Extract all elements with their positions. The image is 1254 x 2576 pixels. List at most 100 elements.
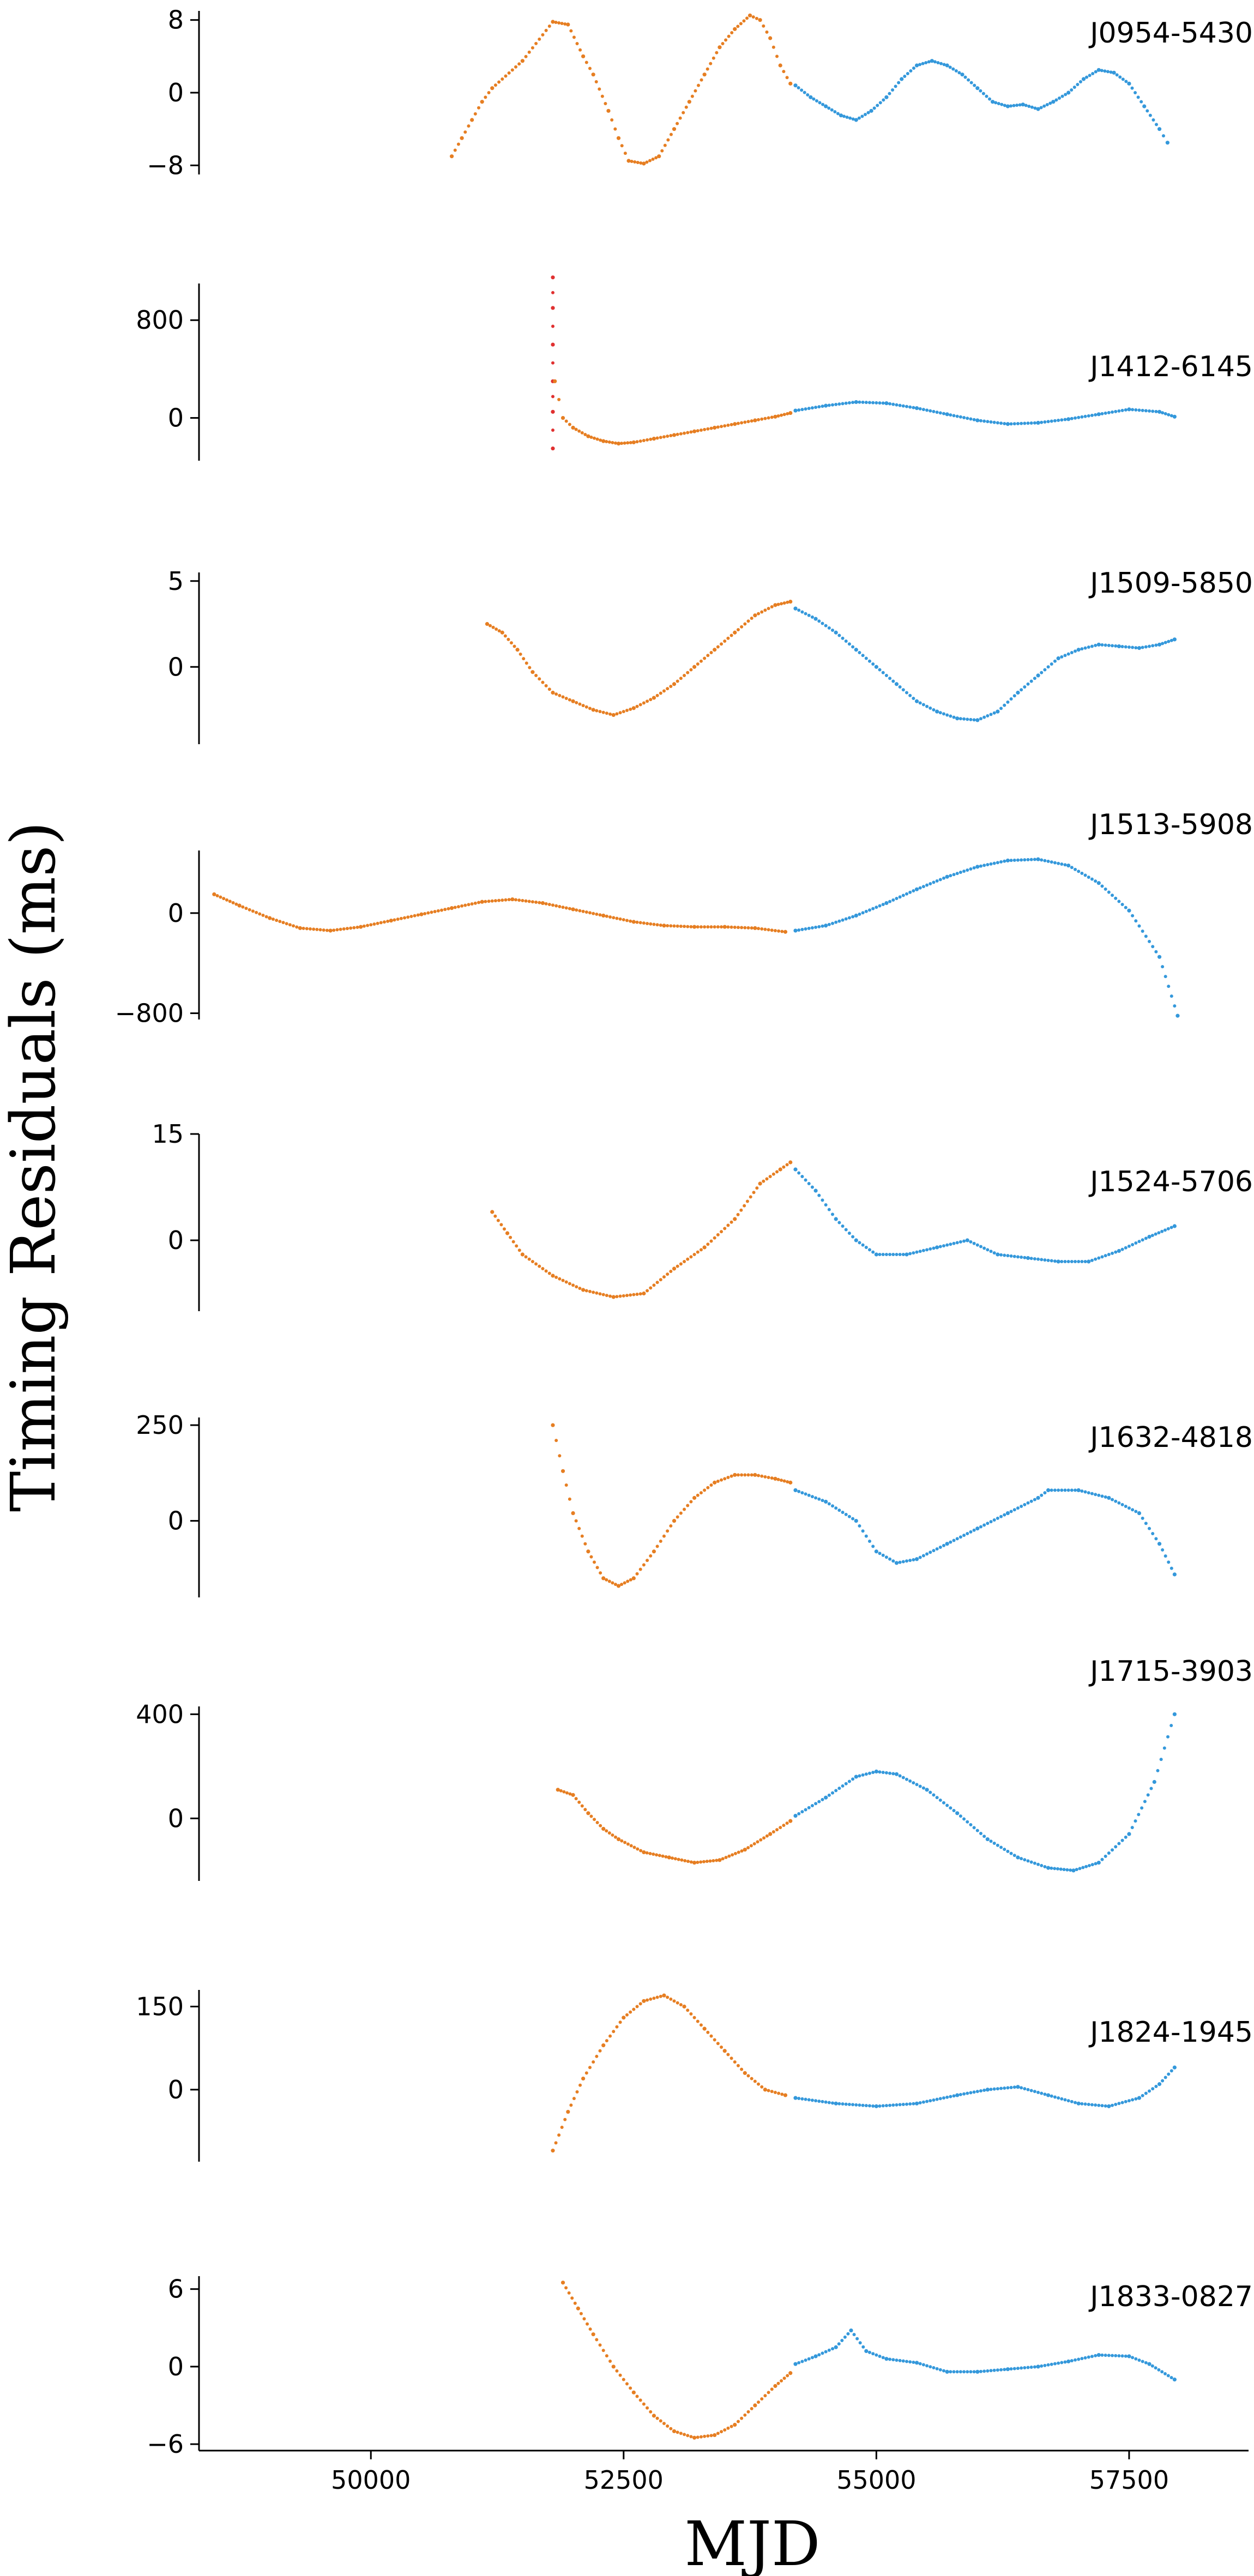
data-point	[733, 1851, 737, 1855]
data-point	[571, 699, 575, 703]
data-point	[1094, 2103, 1098, 2107]
data-point	[999, 1253, 1003, 1257]
data-point	[874, 1252, 878, 1257]
data-point	[1167, 985, 1171, 988]
data-point	[972, 418, 976, 421]
data-point	[1087, 875, 1090, 879]
data-point	[595, 1291, 599, 1295]
y-tick-label: 800	[136, 305, 184, 335]
data-point	[646, 1289, 649, 1293]
data-point	[625, 919, 629, 922]
data-point	[975, 865, 980, 869]
data-point	[868, 2104, 871, 2108]
data-point	[591, 708, 595, 712]
data-point	[1083, 1490, 1087, 1494]
series-blue	[793, 400, 1177, 426]
data-point	[318, 928, 322, 932]
data-point	[858, 912, 861, 916]
data-point	[1134, 919, 1138, 923]
data-point	[866, 111, 870, 114]
data-point	[718, 45, 722, 50]
data-point	[979, 1831, 982, 1835]
data-point	[763, 2088, 767, 2092]
data-point	[362, 924, 366, 928]
data-point	[1077, 1260, 1081, 1263]
data-point	[713, 925, 716, 929]
data-point	[222, 897, 226, 901]
data-point	[814, 1496, 818, 1500]
data-point	[925, 1788, 929, 1792]
data-point	[571, 1283, 575, 1287]
data-point	[793, 2362, 798, 2366]
data-point	[986, 1522, 990, 1525]
data-point	[659, 924, 662, 927]
data-point	[812, 97, 816, 101]
data-point	[228, 900, 232, 903]
data-point	[642, 1291, 646, 1296]
data-point	[817, 1800, 821, 1803]
data-point	[477, 901, 481, 904]
data-point	[918, 701, 922, 705]
data-point	[631, 2390, 636, 2394]
data-point	[757, 1474, 761, 1477]
data-point	[490, 86, 495, 91]
data-point	[1046, 2093, 1051, 2097]
data-point	[554, 904, 558, 908]
data-point	[655, 1281, 659, 1284]
data-point	[1080, 1260, 1084, 1263]
series-orange	[212, 892, 788, 934]
data-point	[495, 627, 498, 631]
data-point	[1096, 642, 1101, 647]
data-point	[551, 395, 554, 399]
data-point	[840, 2339, 844, 2343]
data-point	[837, 2342, 841, 2346]
data-point	[894, 1561, 899, 1565]
data-point	[1144, 1236, 1148, 1240]
data-point	[623, 1841, 627, 1844]
data-point	[676, 2001, 679, 2005]
data-point	[1117, 2354, 1121, 2358]
data-point	[861, 1773, 865, 1777]
data-point	[716, 645, 720, 649]
data-point	[975, 1243, 979, 1247]
data-point	[1051, 100, 1056, 104]
data-point	[881, 2104, 885, 2108]
data-point	[1107, 890, 1111, 894]
data-point	[569, 29, 573, 33]
data-point	[520, 1252, 524, 1257]
data-point	[1127, 407, 1131, 412]
data-point	[565, 1791, 569, 1795]
data-point	[629, 2386, 632, 2390]
data-point	[975, 2369, 980, 2374]
data-point	[1109, 70, 1113, 74]
data-point	[1104, 887, 1107, 891]
data-point	[244, 907, 248, 910]
data-point	[960, 73, 964, 77]
data-point	[608, 2360, 612, 2363]
data-point	[1134, 1241, 1138, 1245]
data-point	[749, 1195, 752, 1199]
data-point	[881, 2356, 885, 2360]
data-point	[834, 630, 838, 635]
data-point	[807, 1493, 811, 1497]
data-point	[663, 143, 667, 147]
data-point	[664, 1855, 668, 1859]
data-point	[1114, 1845, 1118, 1849]
data-point	[939, 62, 943, 65]
data-point	[760, 610, 764, 614]
data-point	[1057, 2096, 1060, 2100]
data-point	[419, 912, 424, 916]
data-point	[679, 1262, 683, 1266]
data-point	[982, 2369, 986, 2373]
data-point	[938, 711, 942, 715]
data-point	[598, 710, 602, 714]
data-point	[932, 1246, 936, 1250]
data-point	[788, 1160, 793, 1165]
data-point	[1107, 2354, 1111, 2357]
data-point	[1063, 1260, 1067, 1263]
x-axis-title: MJD	[684, 2509, 820, 2576]
data-point	[1096, 412, 1101, 417]
data-point	[598, 913, 602, 917]
data-point	[511, 1240, 515, 1244]
data-point	[788, 81, 793, 86]
